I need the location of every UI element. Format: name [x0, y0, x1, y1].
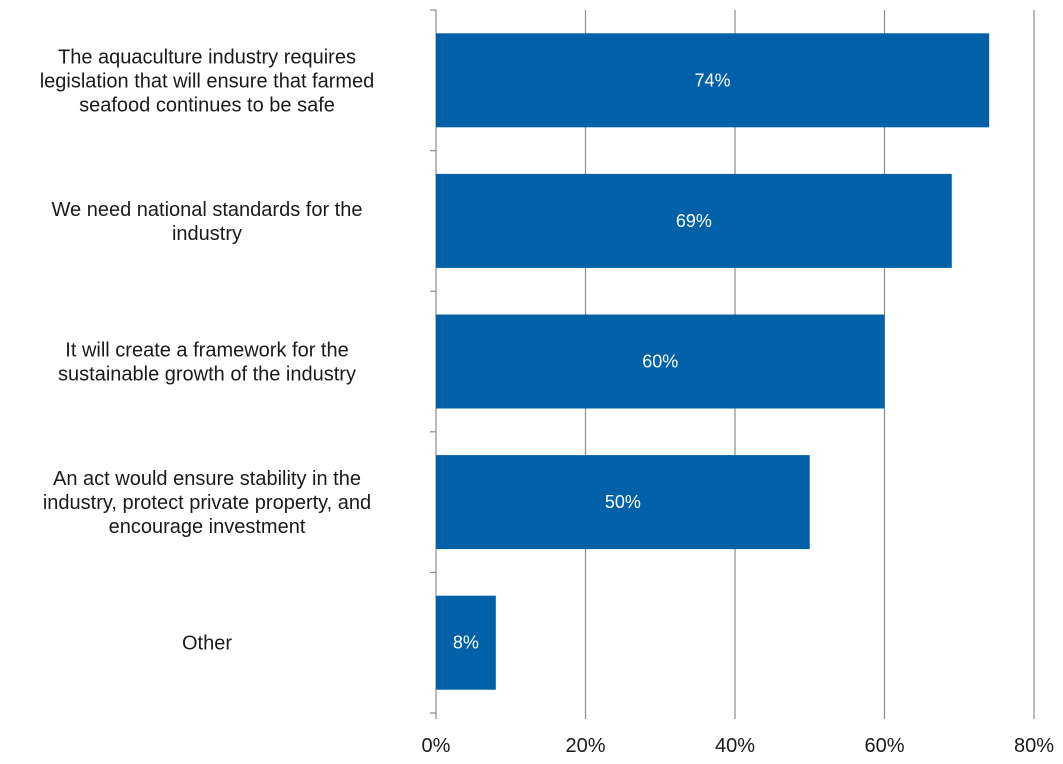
bar-data-label: 50% — [605, 492, 641, 512]
bar — [436, 173, 952, 268]
category-labels: The aquaculture industry requires legisla… — [40, 46, 375, 654]
bar-data-label: 60% — [642, 352, 678, 372]
category-label: The aquaculture industry requires legisla… — [40, 46, 375, 116]
bars: 74% 69% 60% 50% 8% — [436, 33, 990, 690]
category-label: It will create a framework for the sustai… — [58, 340, 356, 386]
x-tick-label: 60% — [864, 735, 904, 757]
bar — [436, 33, 990, 128]
category-label: Other — [182, 633, 232, 655]
x-tick-label: 40% — [715, 735, 755, 757]
bar — [436, 455, 810, 550]
bar-data-label: 74% — [695, 70, 731, 90]
x-tick-label: 20% — [565, 735, 605, 757]
category-label: We need national standards for the indust… — [52, 199, 363, 245]
bar-data-label: 8% — [453, 633, 479, 653]
bar-data-label: 69% — [676, 211, 712, 231]
bar — [436, 595, 496, 690]
x-tick-label: 80% — [1014, 735, 1054, 757]
category-label: An act would ensure stability in the indu… — [43, 468, 371, 538]
x-tick-label: 0% — [422, 735, 451, 757]
x-tick-labels: 0% 20% 40% 60% 80% — [422, 735, 1055, 757]
bar — [436, 314, 885, 409]
